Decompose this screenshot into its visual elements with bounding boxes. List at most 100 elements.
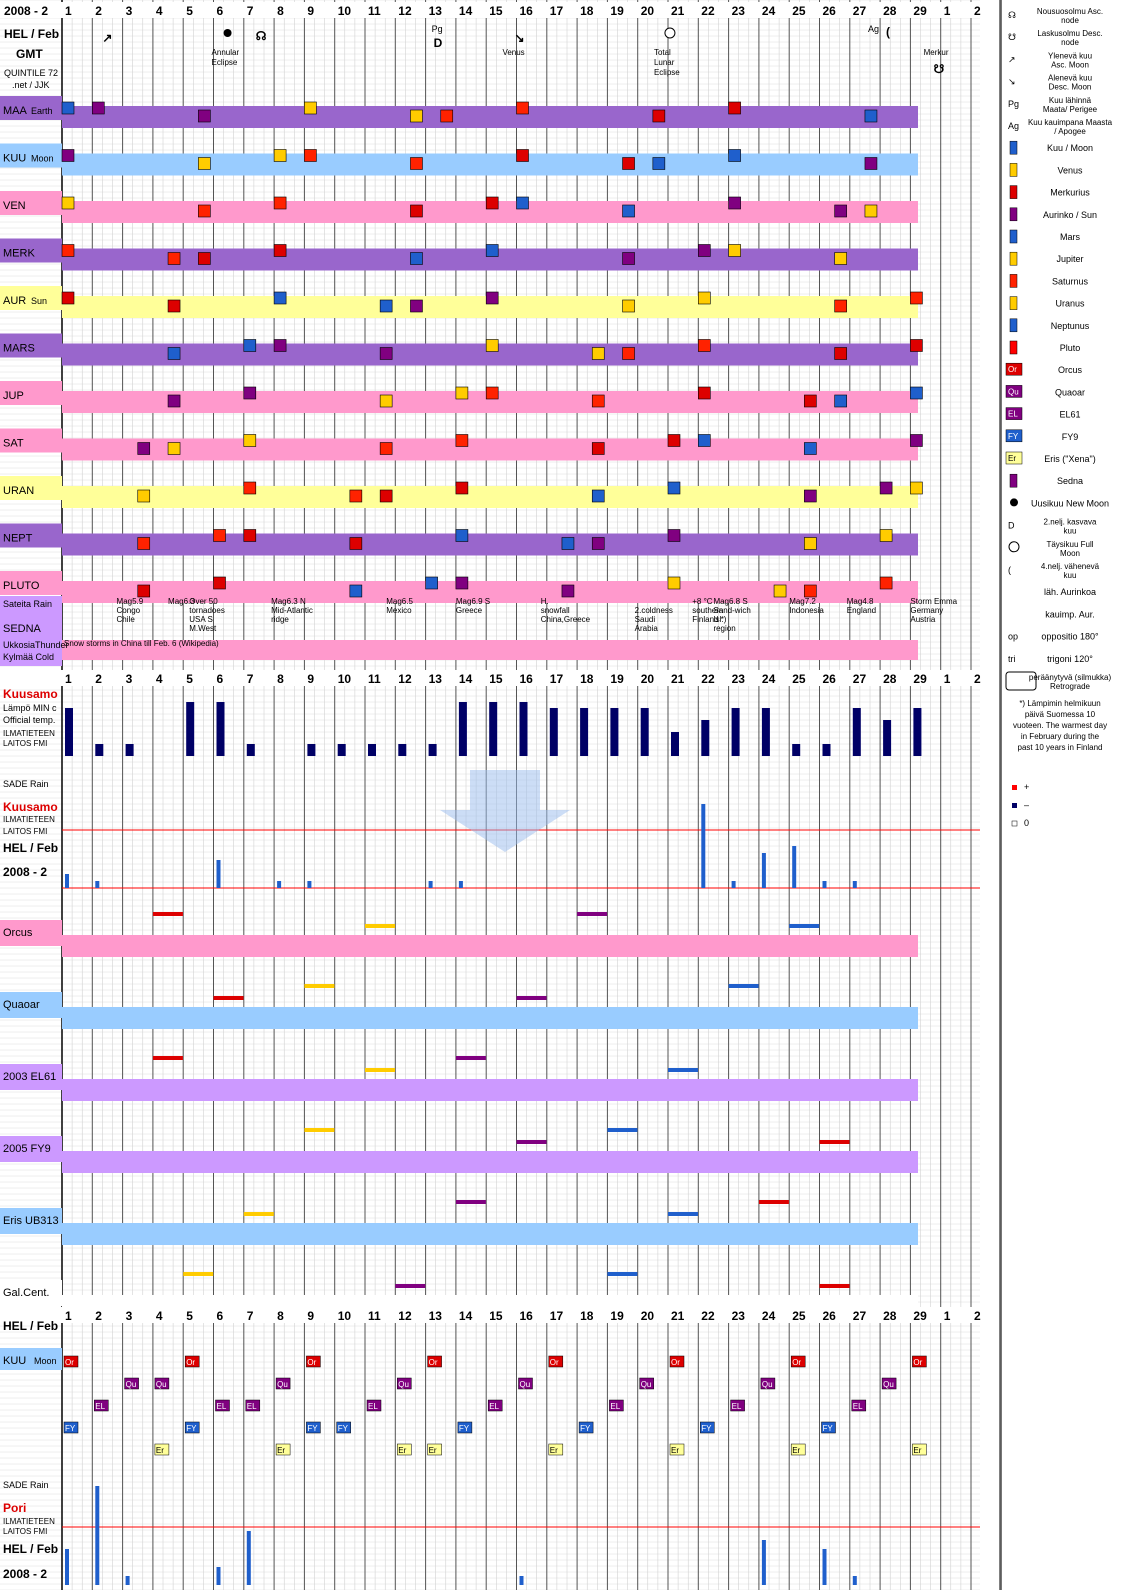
legend-swatch (1009, 185, 1018, 199)
transit-row-label: Eris UB313 (3, 1215, 59, 1227)
aspect-block (455, 386, 469, 400)
aspect-block (804, 584, 817, 598)
aspect-block (652, 109, 666, 123)
day-number: 4 (156, 4, 163, 18)
asc-node-icon: ☊ (256, 29, 267, 43)
aspect-block (864, 204, 878, 218)
planet-row-label: SAT (3, 438, 24, 450)
legend-text: Kuu lähinnä (1049, 96, 1092, 105)
moon-badge-box (63, 1421, 79, 1434)
legend-badge-text: Er (1008, 454, 1016, 463)
planet-row-label: JUP (3, 390, 24, 402)
ukkosia-label: UkkosiaThunder (3, 640, 69, 650)
moon-badge: Or (790, 1355, 806, 1368)
moon-badge-text: Er (156, 1446, 164, 1455)
rain-bar-pori (216, 1567, 221, 1585)
warm-note: päivä Suomessa 10 (1025, 710, 1096, 719)
day-number: 14 (459, 1309, 473, 1323)
moon-badge-text: FY (459, 1424, 470, 1433)
temp-bar (216, 702, 225, 756)
ilmatieteen-label-3: ILMATIETEEN (3, 1517, 55, 1526)
new-moon-icon (1010, 498, 1018, 507)
day-number: 6 (217, 4, 224, 18)
laitos-label-2: LAITOS FMI (3, 827, 47, 836)
aspect-block (167, 299, 181, 313)
planet-row-label-bg (0, 523, 62, 548)
day-number: 15 (489, 4, 503, 18)
transit-row-label: 2003 EL61 (3, 1071, 56, 1083)
transit-row-label: Quaoar (3, 999, 40, 1011)
temp-bar (549, 708, 558, 756)
rain-bar-pori (761, 1540, 766, 1585)
page-title: 2008 - 2 (4, 4, 48, 18)
day-number: 1 (65, 1309, 72, 1323)
day-number: 5 (186, 672, 193, 686)
day-number: 2 (974, 672, 981, 686)
day-number: 9 (307, 4, 314, 18)
aspect-block (198, 157, 211, 170)
day-number: 1 (944, 672, 951, 686)
planet-row-label-bg (0, 571, 62, 595)
moon-badge: Or (63, 1355, 79, 1368)
legend-badge (1005, 407, 1023, 420)
legend-text: EL61 (1059, 410, 1080, 420)
hel-feb-label-3: HEL / Feb (3, 1319, 58, 1333)
plus-swatch (1012, 785, 1017, 790)
moon-badge-box (124, 1377, 139, 1390)
planet-row-label: KUU (3, 153, 26, 165)
aspect-block (198, 252, 211, 265)
transit-row-label: 2005 FY9 (3, 1143, 51, 1155)
news-label: Mag6.3 (168, 597, 195, 606)
day-number: 20 (641, 672, 655, 686)
day-number: 22 (701, 4, 715, 18)
temp-bar (519, 702, 528, 756)
first-quarter-icon: D (434, 36, 443, 50)
moon-badge-box (366, 1399, 382, 1412)
aspect-block (410, 109, 423, 123)
aspect-block (198, 204, 211, 218)
day-number: 16 (520, 4, 534, 18)
aspect-block (379, 442, 393, 455)
transit-bar (304, 984, 335, 988)
legend-text: kauimp. Aur. (1045, 609, 1095, 619)
day-number: 12 (398, 4, 412, 18)
moon-badge: Qu (154, 1377, 170, 1390)
aspect-block (198, 109, 211, 123)
moon-badge: Qu (639, 1377, 654, 1390)
aspect-block (591, 442, 605, 455)
legend-text: Jupiter (1056, 254, 1083, 264)
aspect-block (304, 149, 317, 162)
moon-badge-box (669, 1355, 685, 1368)
aspect-block (591, 394, 605, 408)
day-number: 2 (95, 1309, 102, 1323)
transit-row-label: Orcus (3, 927, 33, 939)
hel-feb-label: HEL / Feb (4, 27, 59, 41)
legend-swatch (1009, 229, 1018, 244)
legend-text: trigoni 120° (1047, 654, 1093, 664)
moon-badge-box (790, 1355, 806, 1368)
planet-row-label: AUR (3, 295, 26, 307)
news-label: Greece (456, 606, 483, 615)
warm-note: past 10 years in Finland (1018, 743, 1103, 752)
legend-text: kuu (1064, 571, 1077, 580)
legend-badge (1005, 429, 1023, 443)
full-moon-icon (1008, 541, 1020, 553)
event-label: Venus (502, 48, 524, 57)
planet-row-label: NEPT (3, 533, 33, 545)
transit-bar (516, 1140, 547, 1144)
day-number: 28 (883, 1309, 897, 1323)
day-number: 17 (550, 1309, 564, 1323)
day-number: 11 (368, 672, 381, 686)
legend-text: läh. Aurinkoa (1044, 587, 1096, 597)
moon-badge-box (518, 1377, 533, 1390)
moon-badge-box (578, 1421, 594, 1434)
legend-text: Nousuosolmu Asc. (1037, 7, 1103, 16)
temp-bar (65, 708, 73, 756)
transit-row-label-bg (0, 920, 62, 946)
aspect-block (273, 196, 287, 210)
day-number: 26 (823, 1309, 837, 1323)
transit-bar (819, 1284, 850, 1288)
legend-icon: Ag (1008, 121, 1019, 131)
aspect-block (864, 109, 878, 123)
news-label: Snow storms in China till Feb. 6 (Wikipe… (64, 639, 219, 648)
